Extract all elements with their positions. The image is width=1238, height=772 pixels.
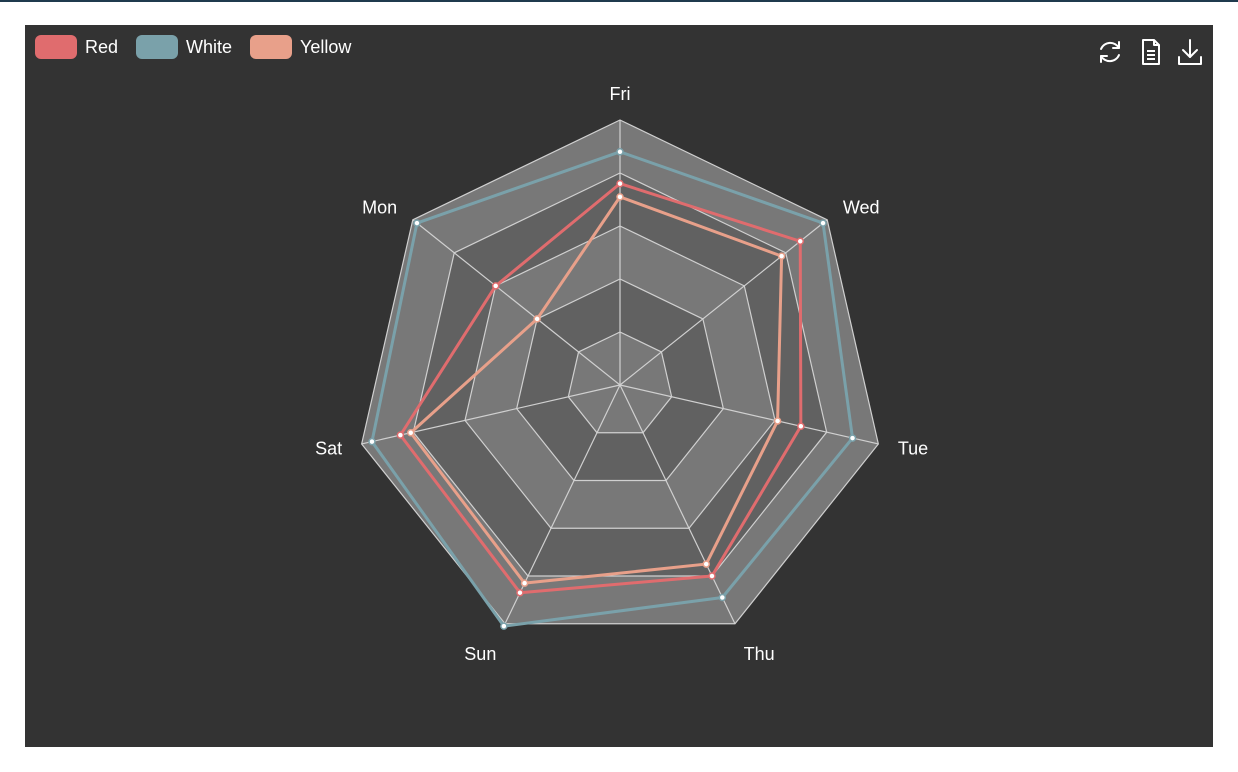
radar-data-point [368,437,376,446]
radar-data-point [500,622,508,630]
legend-swatch-white [136,35,179,59]
radar-indicator-label: Wed [843,197,880,217]
data-view-icon [1142,39,1160,65]
radar-data-point [718,593,727,602]
toolbox [1085,37,1205,67]
radar-data-point [516,588,524,597]
radar-indicator-label: Sun [464,644,496,664]
radar-split-line [567,331,673,434]
radar-data-point [491,282,500,290]
legend-label: Yellow [300,36,352,57]
radar-axis-line [619,384,736,625]
legend-item-white[interactable]: White [136,35,232,59]
radar-chart: Fri Wed Tue Thu Sun Sat Mon [315,84,928,664]
legend-label: White [186,36,233,57]
radar-chart-panel: Fri Wed Tue Thu Sun Sat Mon Red White Yellow [25,25,1213,747]
legend-swatch-yellow [250,35,293,59]
radar-data-point [773,417,782,425]
radar-axis-line [412,219,621,386]
radar-series-line [409,195,784,585]
legend-item-red[interactable]: Red [35,35,118,59]
radar-data-point [533,315,541,323]
radar-series-line [398,182,803,595]
radar-axis-line [619,219,828,386]
radar-axis-line [619,384,879,445]
radar-data-point [520,579,529,587]
radar-indicator-label: Tue [898,438,928,458]
radar-data-point [797,422,805,431]
radar-split-line [464,225,776,529]
save-image-icon [1178,39,1202,65]
radar-indicator-label: Fri [610,84,631,104]
radar-data-point [616,148,624,156]
data-view-button[interactable] [1135,37,1165,67]
radar-data-point [396,431,405,439]
legend: Red White Yellow [35,35,369,59]
radar-data-point [796,237,805,246]
legend-item-yellow[interactable]: Yellow [250,35,351,59]
radar-data-point [777,252,786,260]
radar-indicator-label: Sat [315,438,342,458]
radar-data-point [848,434,857,442]
radar-split-line [516,278,724,482]
radar-data-point [406,429,415,437]
radar-indicator-label: Mon [362,197,397,217]
radar-axis-line [361,384,621,445]
restore-button[interactable] [1095,37,1125,67]
radar-data-point [702,560,710,568]
radar-data-point [616,179,624,188]
save-image-button[interactable] [1175,37,1205,67]
radar-split-line [412,172,828,577]
radar-indicator-label: Thu [744,644,775,664]
top-border [0,0,1238,2]
legend-label: Red [85,36,119,57]
radar-split-line [360,119,880,625]
radar-data-point [616,193,624,201]
radar-data-point [708,572,716,580]
legend-swatch-red [35,35,77,59]
radar-data-point [819,219,827,227]
restore-icon [1100,41,1120,63]
radar-data-point [413,219,421,227]
radar-series-line [370,150,855,628]
